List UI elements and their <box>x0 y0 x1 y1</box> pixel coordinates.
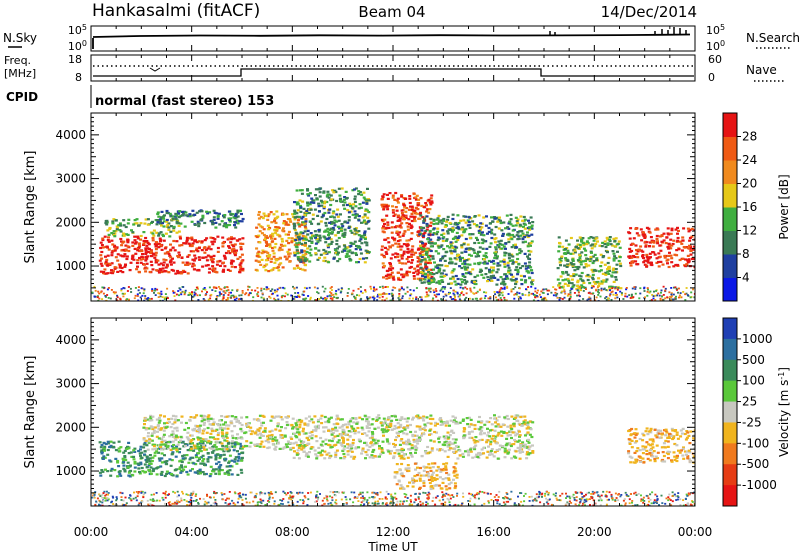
colorbar-swatch <box>723 207 737 231</box>
x-tick-label: 00:00 <box>678 525 713 539</box>
y-tick-label: 2000 <box>55 420 86 434</box>
x-axis-label: Time UT <box>367 540 418 554</box>
colorbar-tick-label: 24 <box>742 153 757 167</box>
colorbar-swatch <box>723 136 737 161</box>
x-tick-label: 16:00 <box>476 525 511 539</box>
colorbar-tick-label: -25 <box>742 415 762 429</box>
noise-tick-high-left: 105 <box>68 23 87 38</box>
echo-region <box>292 414 535 460</box>
colorbar-tick-label: 100 <box>742 374 765 388</box>
colorbar-swatch <box>723 318 737 340</box>
colorbar-swatch <box>723 443 737 465</box>
colorbar-swatch <box>723 422 737 444</box>
noise-tick-high-right: 105 <box>706 23 725 38</box>
y-tick-label: 2000 <box>55 215 86 229</box>
colorbar-tick-label: 8 <box>742 247 750 261</box>
noise-tick-low-left: 100 <box>68 39 87 54</box>
power-colorbar-label: Power [dB] <box>777 174 791 239</box>
colorbar-swatch <box>723 230 737 255</box>
beam-label: Beam 04 <box>358 3 425 21</box>
frequency-panel: Freq. [MHz] 18 8 60 0 Nave <box>4 53 784 84</box>
echo-region <box>98 440 245 478</box>
freq-tick-low: 8 <box>75 71 82 84</box>
nave-tick-low: 0 <box>708 71 715 84</box>
echo-region <box>627 427 695 464</box>
power-panel: 1000 2000 3000 4000 Slant Range [km] 4 8 12 16… <box>23 112 791 302</box>
colorbar-tick-label: -100 <box>742 436 769 450</box>
echo-region <box>627 226 695 269</box>
y-tick-label: 4000 <box>55 128 86 142</box>
freq-tick-high: 18 <box>68 53 82 66</box>
freq-trace <box>93 68 694 77</box>
noise-panel: N.Sky 105 100 105 100 N.Search <box>3 23 800 54</box>
noise-sky-trace <box>92 33 691 49</box>
y-tick-label: 1000 <box>55 464 86 478</box>
colorbar-swatch <box>723 359 737 382</box>
date-label: 14/Dec/2014 <box>601 3 697 21</box>
velocity-panel: 1000 2000 3000 4000 Slant Range [km] 1000 50… <box>23 317 792 507</box>
x-tick-label: 00:00 <box>74 525 109 539</box>
colorbar-tick-label: -1000 <box>742 478 777 492</box>
colorbar-tick-label: 4 <box>742 271 750 285</box>
colorbar-tick-label: 12 <box>742 224 757 238</box>
echo-region <box>142 414 296 452</box>
x-tick-label: 04:00 <box>174 525 209 539</box>
echo-region <box>104 218 181 238</box>
colorbar-swatch <box>723 277 737 302</box>
freq-unit-label: [MHz] <box>4 67 36 80</box>
colorbar-swatch <box>723 183 737 208</box>
x-tick-label: 08:00 <box>275 525 310 539</box>
colorbar-swatch <box>723 113 737 137</box>
colorbar-tick-label: -500 <box>742 457 769 471</box>
noise-tick-low-right: 100 <box>706 39 725 54</box>
cpid-mode-text: normal (fast stereo) 153 <box>95 94 274 109</box>
colorbar-tick-label: 500 <box>742 353 765 367</box>
echo-region <box>155 209 245 229</box>
colorbar-tick-label: 1000 <box>742 332 773 346</box>
colorbar-swatch <box>723 464 737 486</box>
colorbar-swatch <box>723 485 737 507</box>
y-tick-label: 4000 <box>55 333 86 347</box>
velocity-colorbar-label: Velocity [m s-1] <box>777 367 792 457</box>
echo-region <box>380 191 434 281</box>
echo-region <box>393 462 459 491</box>
nave-label: Nave <box>746 63 777 77</box>
y-tick-label: 3000 <box>55 377 86 391</box>
echo-region <box>418 213 535 286</box>
velocity-ylabel: Slant Range [km] <box>23 356 38 469</box>
cpid-label: CPID <box>6 90 38 104</box>
noise-search-spikes <box>549 27 687 36</box>
colorbar-tick-label: 16 <box>742 200 757 214</box>
colorbar-swatch <box>723 401 737 423</box>
near-range-echoes <box>91 490 695 506</box>
colorbar-swatch <box>723 380 737 403</box>
noise-search-label: N.Search <box>746 31 800 45</box>
noise-sky-label: N.Sky <box>3 31 37 45</box>
y-tick-label: 3000 <box>55 172 86 186</box>
station-title: Hankasalmi (fitACF) <box>92 1 260 21</box>
near-range-echoes <box>91 285 695 301</box>
colorbar-tick-label: 28 <box>742 130 757 144</box>
colorbar-tick-label: 25 <box>742 395 757 409</box>
echo-region <box>556 236 623 291</box>
y-tick-label: 1000 <box>55 259 86 273</box>
colorbar-tick-label: 20 <box>742 177 757 191</box>
colorbar-swatch <box>723 254 737 278</box>
echo-region <box>292 187 371 264</box>
freq-label: Freq. <box>4 54 31 67</box>
echo-region <box>98 235 245 275</box>
x-tick-label: 20:00 <box>577 525 612 539</box>
nave-tick-high: 60 <box>708 53 722 66</box>
colorbar-swatch <box>723 338 737 361</box>
x-tick-label: 12:00 <box>376 525 411 539</box>
power-ylabel: Slant Range [km] <box>23 151 38 264</box>
colorbar-swatch <box>723 160 737 184</box>
